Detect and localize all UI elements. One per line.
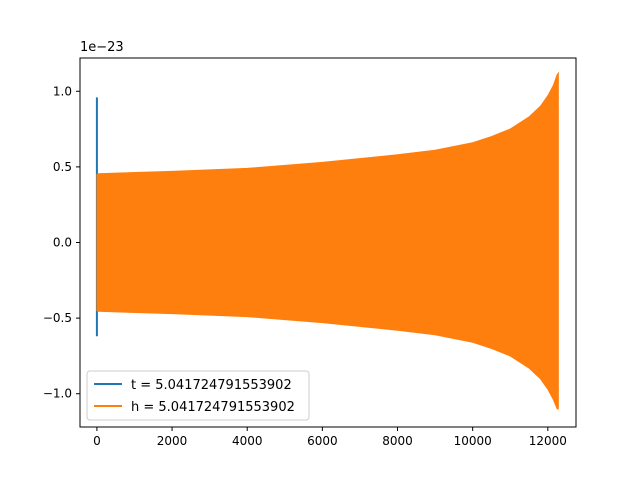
x-tick-label: 2000 bbox=[157, 434, 188, 448]
y-tick-label: −1.0 bbox=[43, 387, 72, 401]
x-tick-label: 6000 bbox=[307, 434, 338, 448]
legend: t = 5.041724791553902 h = 5.041724791553… bbox=[86, 370, 310, 421]
legend-label-series-2: h = 5.041724791553902 bbox=[131, 400, 295, 415]
legend-box bbox=[86, 370, 310, 421]
series-2-band bbox=[96, 71, 559, 410]
x-axis: 0 2000 4000 6000 8000 10000 12000 bbox=[93, 427, 567, 448]
y-offset-label: 1e−23 bbox=[80, 40, 124, 55]
y-tick-label: 0.0 bbox=[53, 236, 72, 250]
x-tick-label: 12000 bbox=[529, 434, 567, 448]
x-tick-label: 4000 bbox=[232, 434, 263, 448]
x-tick-label: 8000 bbox=[382, 434, 413, 448]
series-layer bbox=[95, 71, 559, 410]
x-tick-label: 10000 bbox=[454, 434, 492, 448]
y-axis: 1.0 0.5 0.0 −0.5 −1.0 bbox=[43, 84, 80, 401]
legend-label-series-1: t = 5.041724791553902 bbox=[131, 378, 292, 393]
y-tick-label: 0.5 bbox=[53, 160, 72, 174]
y-tick-label: 1.0 bbox=[53, 84, 72, 98]
x-tick-label: 0 bbox=[93, 434, 101, 448]
y-tick-label: −0.5 bbox=[43, 311, 72, 325]
